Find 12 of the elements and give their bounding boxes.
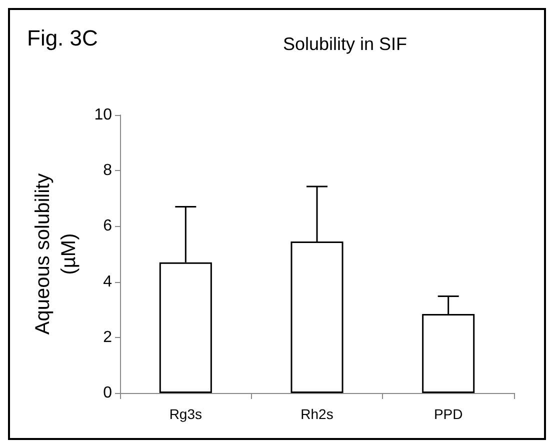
y-tick-label: 10 [94, 106, 112, 124]
y-axis-title: Aqueous solubility (µM) [32, 173, 80, 335]
x-tick-label: Rh2s [300, 406, 334, 422]
x-tick-label: PPD [434, 406, 463, 422]
y-tick-label: 2 [103, 328, 112, 346]
y-tick-label: 4 [103, 273, 112, 290]
y-tick-label: 0 [103, 384, 112, 402]
x-tick-label: Rg3s [169, 406, 202, 422]
chart-title: Solubility in SIF [282, 34, 408, 54]
y-tick-label: 8 [103, 162, 112, 180]
caption: Fig. 3C [27, 26, 98, 50]
y-tick-label: 6 [103, 218, 112, 235]
